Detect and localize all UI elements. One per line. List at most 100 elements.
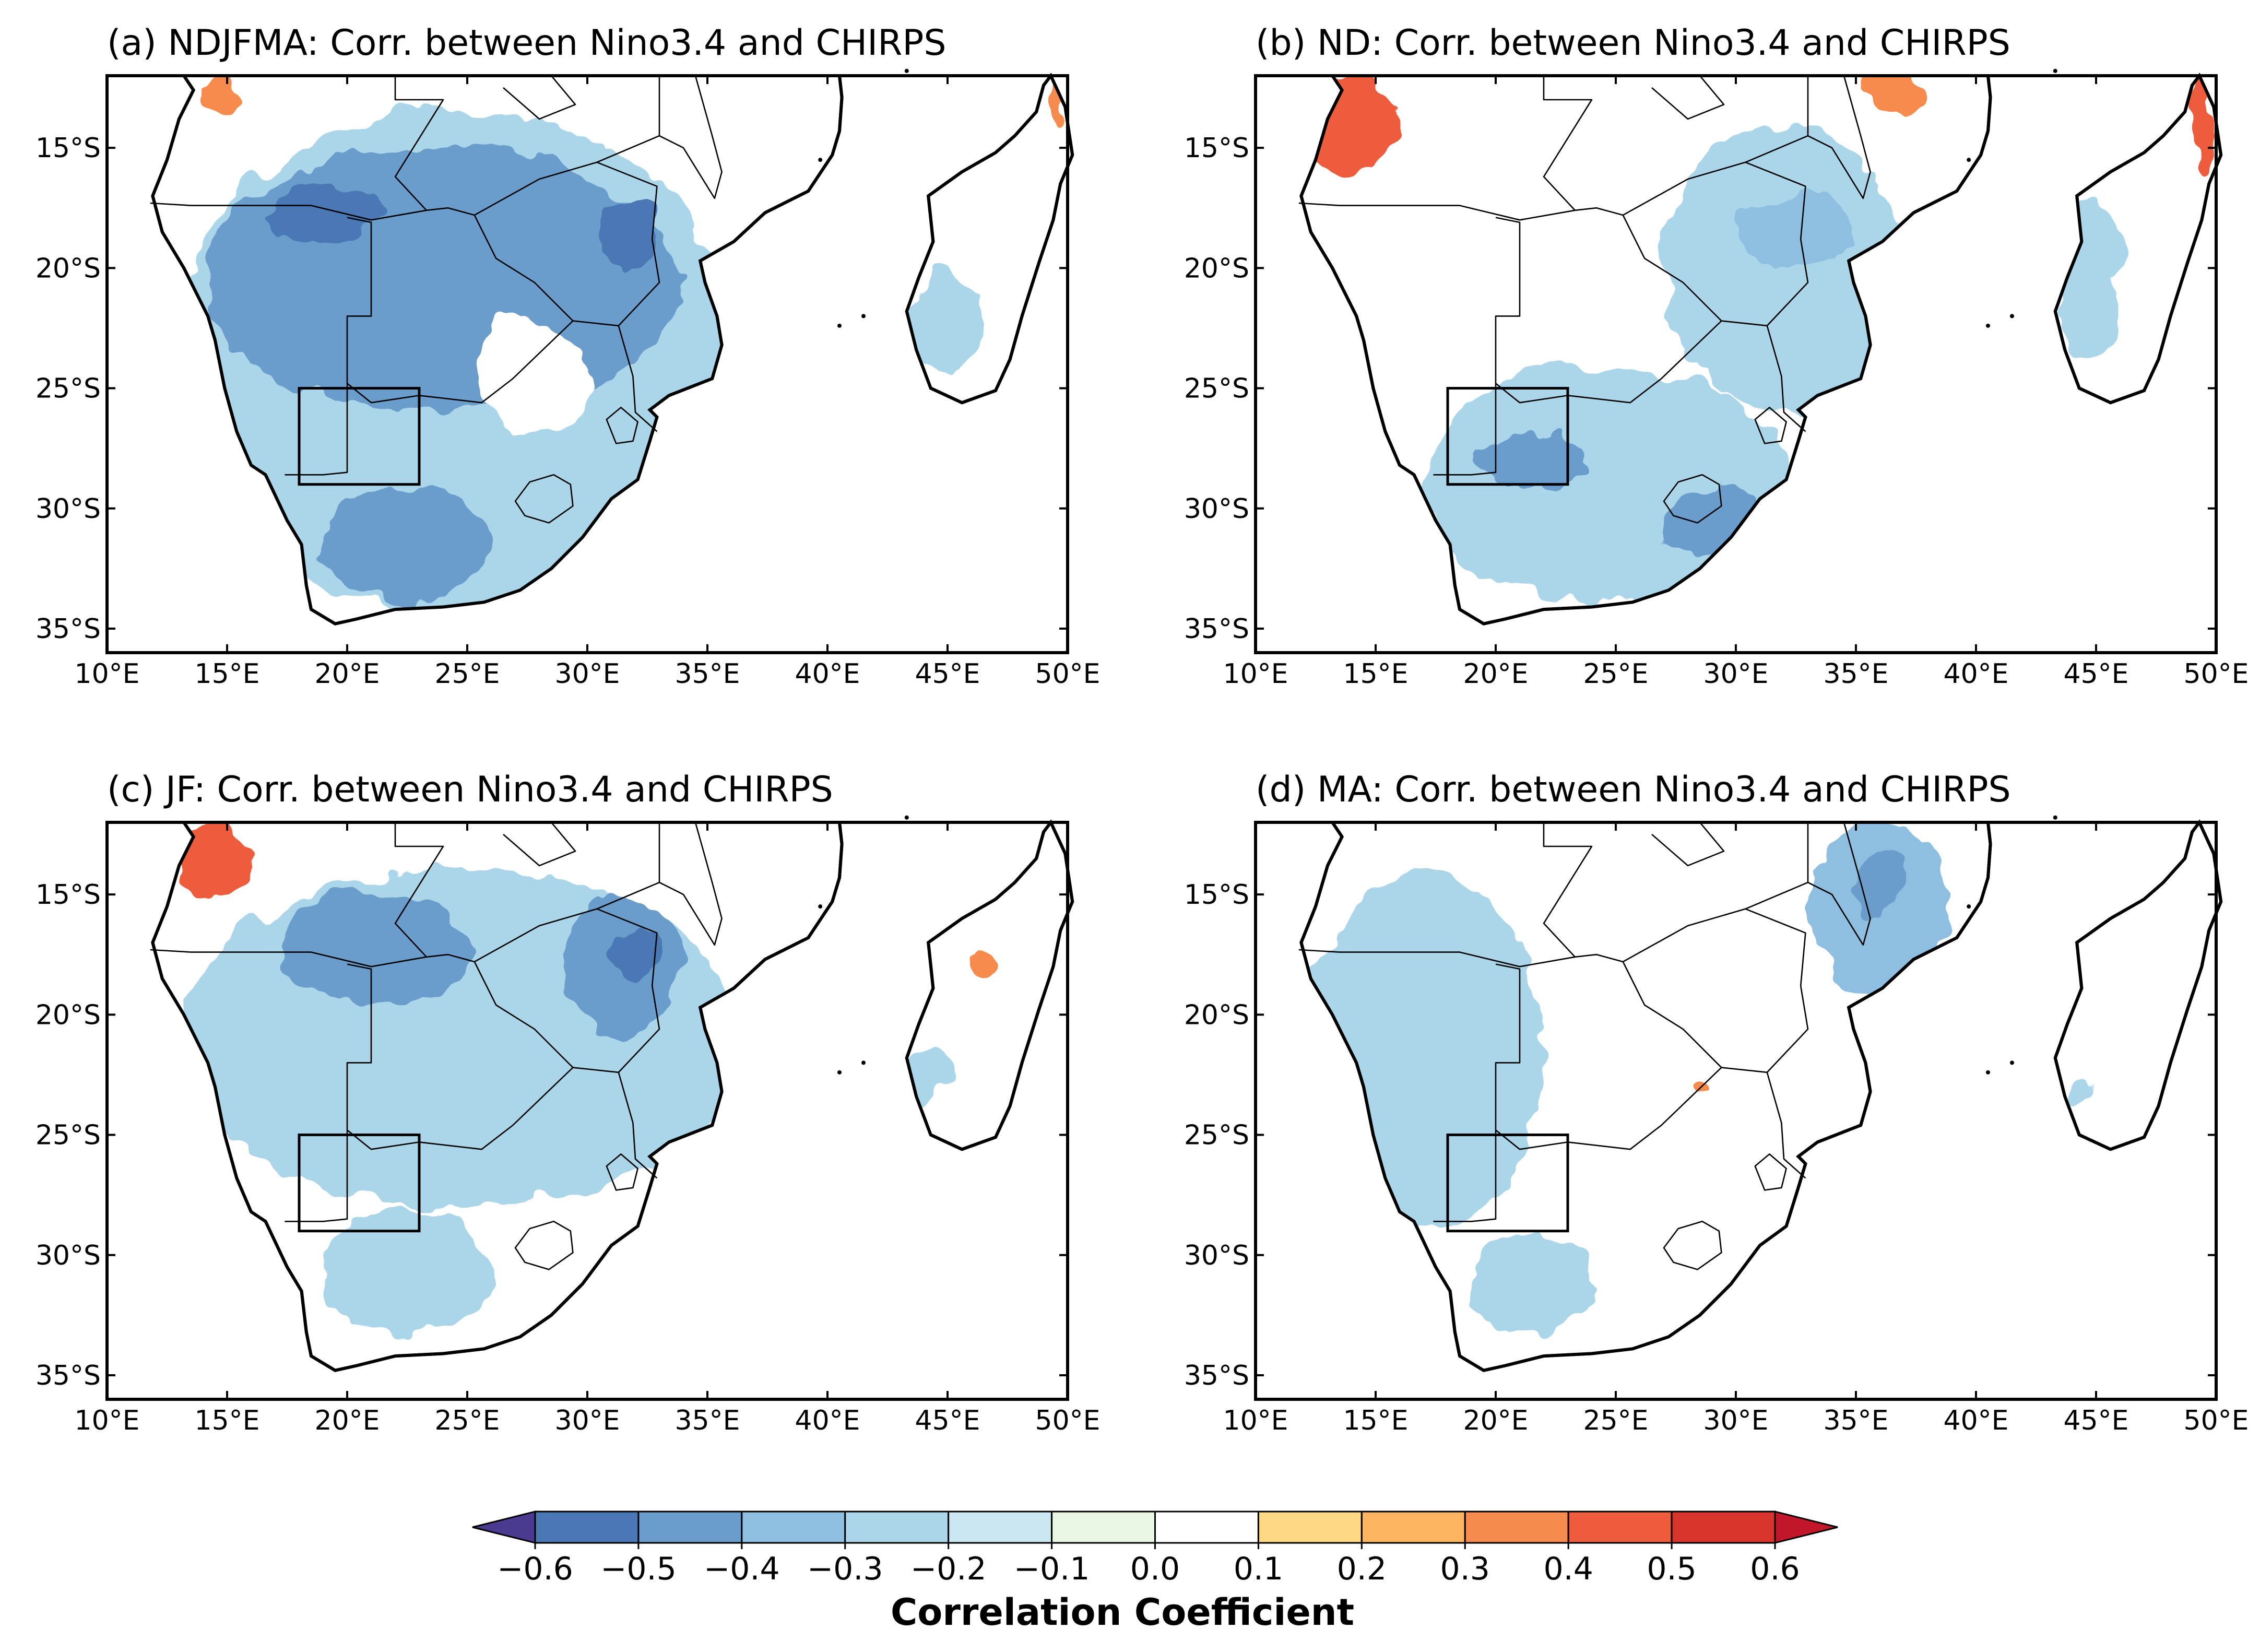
country-border bbox=[1622, 215, 1767, 327]
country-border bbox=[285, 217, 372, 476]
country-border bbox=[394, 76, 444, 211]
country-border-lesotho bbox=[1663, 1221, 1722, 1270]
y-tick-label: 25°S bbox=[1184, 373, 1249, 405]
study-area-box bbox=[1446, 387, 1569, 486]
y-tick-label: 25°S bbox=[36, 1120, 101, 1151]
country-border-lesotho bbox=[1663, 474, 1722, 524]
y-tick-label: 30°S bbox=[36, 1240, 101, 1271]
y-tick-label: 15°S bbox=[1184, 879, 1249, 911]
x-tick-label: 20°E bbox=[1463, 658, 1528, 690]
correlation-region bbox=[479, 316, 587, 436]
x-tick-label: 15°E bbox=[194, 658, 259, 690]
x-tick-label: 20°E bbox=[1463, 1405, 1528, 1436]
country-border bbox=[1807, 822, 1871, 946]
x-tick-label: 10°E bbox=[1223, 1405, 1288, 1436]
correlation-region bbox=[1856, 76, 1928, 112]
y-tick-label: 15°S bbox=[36, 879, 101, 911]
colorbar-tick-label: 0.6 bbox=[1750, 1551, 1800, 1587]
colorbar-title: Correlation Coefficient bbox=[891, 1591, 1354, 1634]
colorbar-segment bbox=[1567, 1511, 1673, 1544]
x-tick-label: 25°E bbox=[434, 1405, 500, 1436]
x-tick-label: 15°E bbox=[1343, 658, 1408, 690]
x-tick-label: 20°E bbox=[314, 658, 380, 690]
x-tick-label: 45°E bbox=[2063, 1405, 2128, 1436]
y-tick-label: 15°S bbox=[36, 133, 101, 164]
colorbar-tick-label: 0.1 bbox=[1234, 1551, 1283, 1587]
island-dot bbox=[2010, 1060, 2014, 1065]
colorbar-segment bbox=[637, 1511, 743, 1544]
island-dot bbox=[1986, 323, 1990, 328]
y-tick-label: 25°S bbox=[1184, 1120, 1249, 1151]
x-tick-label: 45°E bbox=[915, 1405, 980, 1436]
colorbar-segment bbox=[1464, 1511, 1569, 1544]
island-dot bbox=[861, 1060, 866, 1065]
correlation-region bbox=[323, 1207, 491, 1339]
colorbar-tick-label: −0.4 bbox=[704, 1551, 780, 1587]
correlation-region bbox=[599, 196, 659, 268]
colorbar-tick-label: 0.3 bbox=[1440, 1551, 1490, 1587]
x-tick-label: 30°E bbox=[554, 658, 620, 690]
colorbar-tick-label: 0.5 bbox=[1647, 1551, 1696, 1587]
country-border bbox=[1495, 320, 1722, 404]
x-tick-label: 30°E bbox=[554, 1405, 620, 1436]
x-tick-label: 25°E bbox=[1583, 658, 1648, 690]
correlation-field bbox=[167, 76, 1068, 617]
correlation-region bbox=[1664, 124, 1904, 412]
correlation-region bbox=[179, 822, 251, 895]
island-dot bbox=[1986, 1070, 1990, 1075]
colorbar-tick-label: 0.4 bbox=[1543, 1551, 1593, 1587]
country-border bbox=[474, 961, 619, 1073]
colorbar-tick-label: −0.2 bbox=[910, 1551, 987, 1587]
colorbar-extend-min bbox=[472, 1511, 536, 1544]
country-border bbox=[1651, 75, 1725, 120]
correlation-region bbox=[1472, 1231, 1592, 1339]
y-tick-label: 25°S bbox=[36, 373, 101, 405]
y-tick-label: 30°S bbox=[1184, 493, 1249, 525]
correlation-region bbox=[611, 930, 659, 979]
island-dot bbox=[837, 323, 842, 328]
country-border-lesotho bbox=[514, 474, 574, 524]
panel-c: (c) JF: Corr. between Nino3.4 and CHIRPS… bbox=[36, 769, 1101, 1436]
coastline-outline bbox=[151, 74, 844, 626]
island-dot bbox=[837, 1070, 842, 1075]
panel-d: (d) MA: Corr. between Nino3.4 and CHIRPS… bbox=[1184, 769, 2249, 1436]
country-border bbox=[1298, 202, 1624, 221]
correlation-region bbox=[1472, 436, 1592, 485]
x-tick-label: 35°E bbox=[1823, 658, 1888, 690]
correlation-region bbox=[1304, 870, 1544, 1231]
country-border bbox=[150, 202, 475, 221]
country-border bbox=[618, 325, 658, 432]
country-border bbox=[1298, 949, 1624, 967]
country-border bbox=[503, 75, 576, 120]
correlation-region bbox=[1304, 76, 1400, 172]
y-tick-label: 30°S bbox=[36, 493, 101, 525]
country-border bbox=[474, 161, 660, 326]
correlation-region bbox=[1688, 1075, 1712, 1087]
colorbar-tick-label: −0.3 bbox=[807, 1551, 883, 1587]
country-border bbox=[1495, 1067, 1722, 1150]
y-tick-label: 35°S bbox=[36, 1360, 101, 1391]
country-border bbox=[596, 822, 660, 910]
y-tick-label: 35°S bbox=[36, 613, 101, 645]
correlation-region bbox=[203, 76, 239, 112]
country-border bbox=[347, 1067, 574, 1150]
x-tick-label: 10°E bbox=[1223, 658, 1288, 690]
country-border bbox=[1745, 822, 1809, 910]
panel-a: (a) NDJFMA: Corr. between Nino3.4 and CH… bbox=[36, 22, 1101, 690]
colorbar-segment bbox=[948, 1511, 1053, 1544]
island-dot bbox=[1967, 158, 1971, 162]
x-tick-label: 45°E bbox=[915, 658, 980, 690]
panel-title: (c) JF: Corr. between Nino3.4 and CHIRPS bbox=[107, 769, 833, 810]
correlation-region bbox=[2192, 76, 2216, 172]
x-tick-label: 40°E bbox=[1943, 658, 2008, 690]
island-dot bbox=[861, 314, 866, 318]
x-tick-label: 30°E bbox=[1703, 1405, 1768, 1436]
correlation-region bbox=[1736, 196, 1856, 268]
island-dot bbox=[2010, 314, 2014, 318]
x-tick-label: 15°E bbox=[194, 1405, 259, 1436]
correlation-region bbox=[912, 268, 984, 376]
correlation-region bbox=[2072, 1087, 2096, 1111]
country-border bbox=[150, 949, 475, 967]
study-area-box bbox=[1446, 1134, 1569, 1233]
country-border bbox=[1623, 908, 1809, 1073]
